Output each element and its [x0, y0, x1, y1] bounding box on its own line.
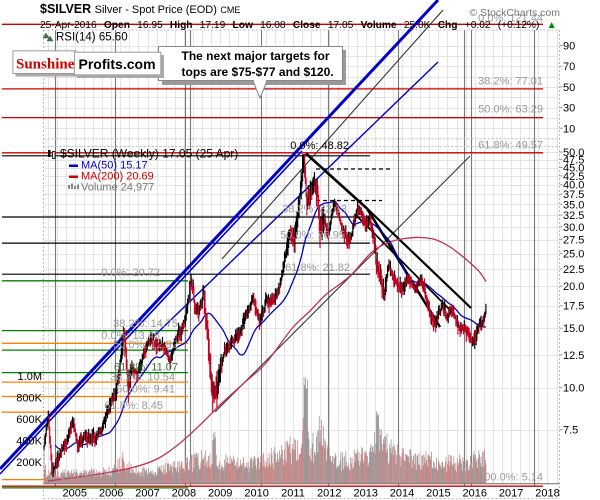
svg-text:$SILVER Silver - Spot Price (E: $SILVER Silver - Spot Price (EOD) CME [40, 2, 240, 16]
svg-text:100.0%: 5.14: 100.0%: 5.14 [478, 472, 543, 484]
svg-text:38.2%: 32.13: 38.2%: 32.13 [282, 204, 347, 216]
svg-text:27.5: 27.5 [563, 235, 584, 247]
svg-text:61.8%: 11.07: 61.8%: 11.07 [114, 362, 178, 374]
svg-text:2013: 2013 [353, 488, 377, 500]
svg-text:Volume 24,977: Volume 24,977 [81, 182, 154, 194]
svg-text:1.0M: 1.0M [18, 371, 42, 383]
svg-text:7.5: 7.5 [563, 425, 578, 437]
svg-text:2007: 2007 [135, 488, 159, 500]
svg-text:2010: 2010 [244, 488, 268, 500]
svg-text:38.2%: 77.01: 38.2%: 77.01 [478, 76, 543, 88]
svg-text:10: 10 [563, 123, 575, 135]
svg-text:12.5: 12.5 [563, 350, 584, 362]
svg-text:70: 70 [563, 61, 575, 73]
svg-text:30: 30 [563, 103, 575, 115]
svg-text:Sunshine: Sunshine [16, 57, 75, 73]
svg-text:22.5: 22.5 [563, 264, 584, 276]
svg-text:100.0%: 5.12: 100.0%: 5.12 [125, 471, 190, 483]
svg-text:400K: 400K [16, 435, 42, 447]
svg-text:45.0: 45.0 [563, 163, 584, 175]
svg-text:$SILVER (Weekly) 17.05 (25 Apr: $SILVER (Weekly) 17.05 (25 Apr) [60, 147, 238, 161]
svg-text:2008: 2008 [172, 488, 196, 500]
svg-text:MA(50) 15.17: MA(50) 15.17 [81, 160, 148, 172]
svg-text:25-Apr-2016 Open 16.95 High 17: 25-Apr-2016 Open 16.95 High 17.19 Low 16… [40, 20, 557, 31]
svg-text:50.0: 50.0 [563, 147, 584, 159]
svg-text:10.0: 10.0 [563, 383, 584, 395]
svg-text:35.0: 35.0 [563, 199, 584, 211]
svg-text:2011: 2011 [281, 488, 305, 500]
svg-text:15.0: 15.0 [563, 323, 584, 335]
svg-text:2012: 2012 [317, 488, 341, 500]
svg-text:50: 50 [563, 82, 575, 94]
svg-text:2017: 2017 [499, 488, 523, 500]
svg-text:17.5: 17.5 [563, 301, 584, 313]
svg-text:50.0%: 63.29: 50.0%: 63.29 [478, 104, 543, 116]
svg-text:© StockCharts.com: © StockCharts.com [469, 7, 560, 19]
svg-text:RSI(14) 65.60: RSI(14) 65.60 [56, 32, 128, 44]
svg-text:32.5: 32.5 [563, 210, 584, 222]
svg-text:2015: 2015 [426, 488, 450, 500]
svg-text:2005: 2005 [63, 488, 87, 500]
svg-text:800K: 800K [16, 393, 42, 405]
svg-text:100.0%: 5.40: 100.0%: 5.40 [60, 471, 125, 483]
svg-text:2016: 2016 [463, 488, 487, 500]
svg-text:40.0: 40.0 [563, 180, 584, 192]
svg-text:0.0%: 13.48: 0.0%: 13.48 [101, 330, 160, 342]
svg-text:0.0%: 20.72: 0.0%: 20.72 [101, 267, 160, 279]
svg-text:200K: 200K [16, 457, 42, 469]
svg-text:Profits.com: Profits.com [79, 56, 156, 72]
svg-text:2014: 2014 [390, 488, 414, 500]
svg-text:20.0: 20.0 [563, 281, 584, 293]
svg-text:0.0%: 48.82: 0.0%: 48.82 [290, 140, 349, 152]
svg-text:The next major targets for: The next major targets for [182, 49, 330, 63]
svg-text:61.8%: 49.57: 61.8%: 49.57 [478, 140, 543, 152]
svg-text:61.8%: 21.82: 61.8%: 21.82 [285, 262, 350, 274]
svg-text:38.2%: 10.54: 38.2%: 10.54 [110, 372, 175, 384]
svg-text:38.2%: 14.75: 38.2%: 14.75 [113, 318, 178, 330]
svg-text:0.0%: 121.44: 0.0%: 121.44 [478, 13, 543, 25]
svg-text:2006: 2006 [99, 488, 123, 500]
svg-text:42.5: 42.5 [563, 171, 584, 183]
svg-text:37.5: 37.5 [563, 189, 584, 201]
svg-text:50.0%: 12.92: 50.0%: 12.92 [113, 339, 178, 351]
svg-text:tops are $75-$77 and $120.: tops are $75-$77 and $120. [182, 65, 334, 79]
svg-text:600K: 600K [16, 414, 42, 426]
svg-text:MA(200) 20.69: MA(200) 20.69 [81, 171, 154, 183]
svg-text:50.0%: 26.95: 50.0%: 26.95 [280, 230, 345, 242]
svg-text:25.0: 25.0 [563, 249, 584, 261]
svg-text:2018: 2018 [535, 488, 559, 500]
svg-text:50.0%: 9.41: 50.0%: 9.41 [116, 384, 175, 396]
svg-text:2009: 2009 [208, 488, 232, 500]
svg-text:61.8%: 8.45: 61.8%: 8.45 [104, 400, 163, 412]
svg-text:47.5: 47.5 [563, 155, 584, 167]
svg-text:90: 90 [563, 41, 575, 53]
svg-text:30.0: 30.0 [563, 222, 584, 234]
